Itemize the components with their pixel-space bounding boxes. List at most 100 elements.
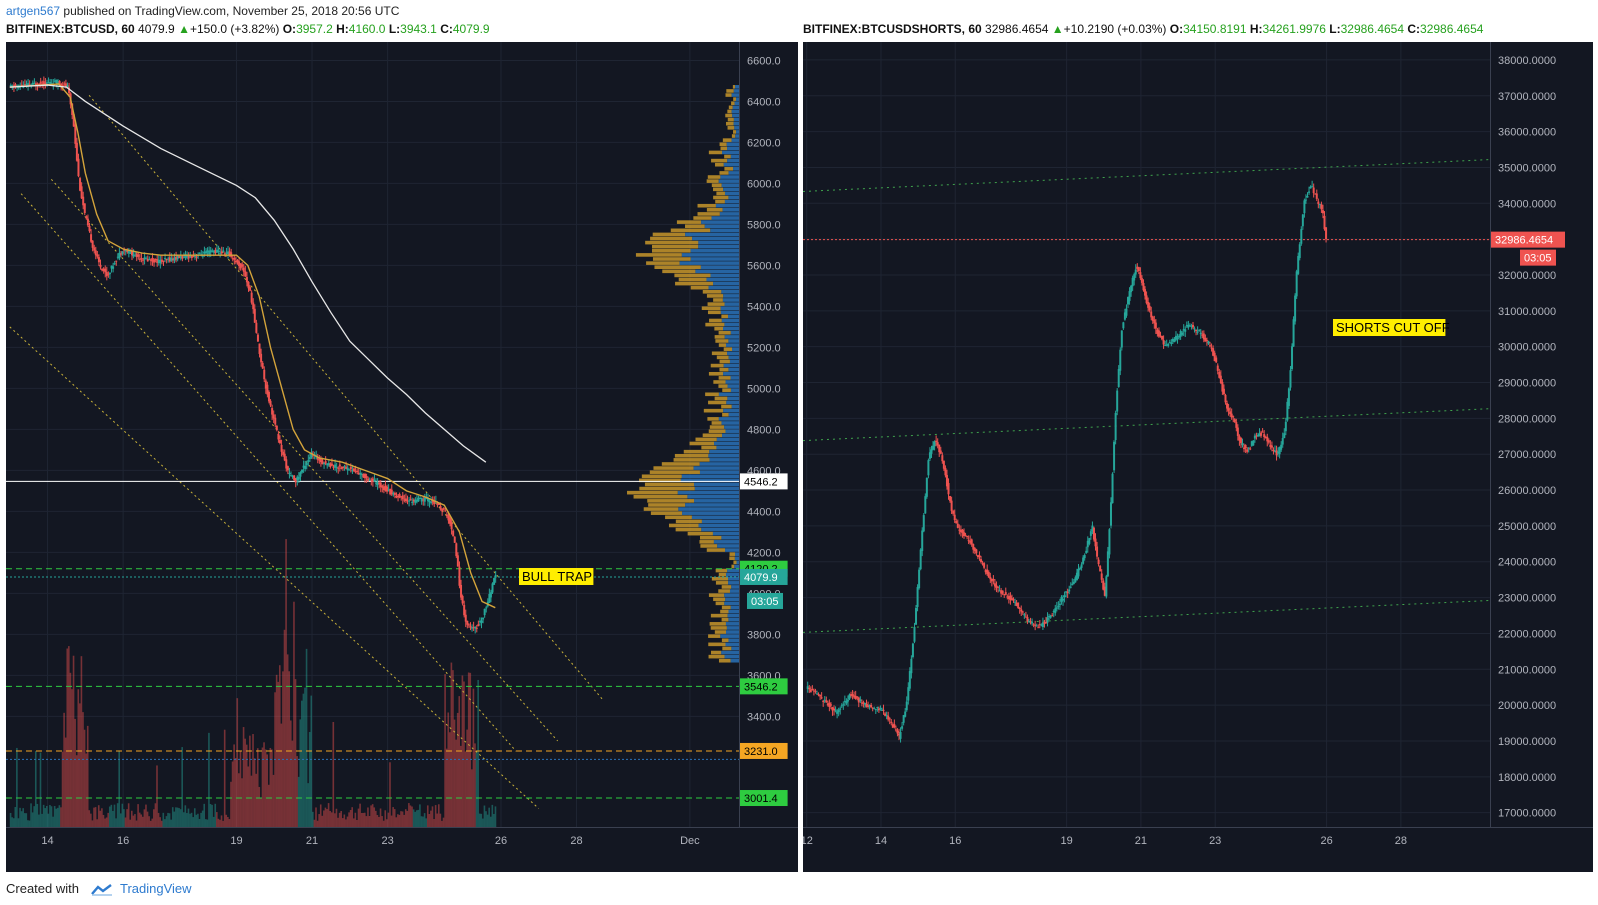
left-candle-body [249, 287, 252, 291]
left-vp-bar-up [691, 515, 739, 520]
left-candle-body [449, 517, 452, 524]
left-candle-body [378, 482, 381, 484]
right-candle-body [1145, 295, 1148, 304]
right-candle-body [939, 450, 942, 454]
right-candle-body [1167, 343, 1170, 346]
right-o-label: O: [1169, 22, 1184, 36]
left-symbol[interactable]: BITFINEX:BTCUSD, 60 [6, 22, 135, 36]
left-x-tick-label: 14 [41, 835, 53, 847]
right-candle-body [1320, 204, 1323, 210]
left-volume-bar [493, 813, 495, 827]
btcusdshorts-chart-panel[interactable]: 17000.0000 18000.0000 19000.0000 20000.0000… [801, 42, 1593, 872]
right-candle-body [1294, 295, 1297, 322]
left-vp-bar-up [728, 412, 739, 417]
left-vp-bar-up [693, 482, 739, 487]
left-vp-bar-up [726, 626, 739, 630]
right-candle-body [848, 694, 851, 700]
left-volume-bar [408, 803, 410, 827]
left-candle-body [225, 252, 228, 254]
right-change: +10.2190 (+0.03%) [1063, 22, 1167, 36]
right-candle-body [1009, 595, 1012, 600]
left-candle-body [27, 83, 30, 87]
left-vp-bar-down [702, 290, 722, 294]
left-volume-bar [414, 811, 416, 827]
left-volume-bar [216, 812, 218, 827]
left-candle-body [425, 497, 428, 499]
left-vp-bar-down [715, 568, 728, 573]
right-candle-body [899, 731, 902, 739]
left-candle-body [23, 84, 26, 86]
left-candle-body [61, 85, 64, 87]
right-symbol[interactable]: BITFINEX:BTCUSDSHORTS, 60 [803, 22, 982, 36]
right-candle-body [831, 707, 834, 711]
left-candle-body [282, 451, 285, 455]
left-vp-bar-up [733, 121, 739, 126]
left-volume-bar [195, 814, 198, 827]
left-volume-bar [422, 816, 424, 827]
author-link[interactable]: artgen567 [6, 4, 61, 18]
left-volume-bar [28, 820, 31, 827]
right-candle-body [1202, 333, 1205, 340]
left-volume-bar [91, 820, 94, 827]
left-volume-bar [99, 810, 102, 827]
right-candle-body [860, 702, 863, 704]
left-volume-bar [338, 812, 341, 827]
left-candle-body [489, 592, 492, 598]
left-candle-body [203, 251, 206, 254]
right-candle-body [1314, 193, 1317, 195]
left-vp-bar-up [721, 650, 739, 655]
right-candle-body [836, 711, 839, 714]
left-volume-bar [332, 722, 335, 827]
right-candle-body [1105, 576, 1108, 597]
tradingview-link[interactable]: TradingView [120, 881, 192, 896]
left-candle-body [450, 522, 453, 530]
left-vp-bar-up [685, 503, 739, 507]
right-candle-body [942, 460, 945, 469]
left-vp-bar-down [711, 421, 722, 425]
right-candle-body [1233, 419, 1236, 423]
left-vp-bar-up [720, 306, 739, 310]
left-vp-bar-down [707, 417, 719, 421]
left-volume-bar [258, 786, 261, 827]
left-volume-bar [278, 665, 281, 827]
right-candle-body [891, 724, 894, 728]
left-vp-bar-up [728, 581, 739, 585]
right-candle-body [947, 483, 950, 495]
left-volume-bar [458, 696, 461, 827]
right-candle-body [952, 510, 955, 514]
right-candle-body [1230, 413, 1233, 418]
left-volume-bar [247, 766, 250, 827]
left-vp-bar-down [639, 486, 695, 491]
left-volume-bar [428, 813, 431, 827]
right-candle-body [953, 514, 956, 521]
left-vp-bar-up [724, 322, 739, 327]
left-vp-bar-up [730, 330, 739, 335]
btcusd-chart[interactable]: 3400.03600.03800.04000.04200.04400.04600… [6, 42, 798, 872]
right-candle-body [1269, 444, 1272, 447]
left-volume-bar [368, 815, 371, 827]
left-ma-slow [9, 84, 487, 463]
left-volume-bar [489, 816, 492, 827]
right-candle-body [1187, 324, 1190, 328]
left-volume-bar [44, 808, 47, 827]
left-vp-bar-up [728, 355, 739, 360]
right-y-tick-label: 23000.0000 [1498, 593, 1556, 605]
left-change: +150.0 (+3.82%) [189, 22, 280, 36]
left-volume-bar [193, 808, 196, 827]
left-candle-body [33, 83, 36, 85]
right-candle-body [1221, 381, 1224, 392]
left-candle-body [74, 124, 77, 144]
right-candle-body [853, 695, 856, 698]
right-candle-body [901, 726, 904, 729]
left-vp-bar-down [675, 281, 714, 286]
left-volume-bar [444, 674, 446, 827]
right-candle-body [950, 500, 953, 511]
left-vp-bar-up [736, 130, 739, 134]
left-volume-bar [233, 744, 235, 827]
left-candle-body [211, 250, 214, 252]
btcusdshorts-chart[interactable]: 17000.0000 18000.0000 19000.0000 20000.0000… [801, 42, 1593, 872]
right-candle-body [1116, 390, 1119, 412]
right-candle-body [1086, 540, 1089, 548]
left-volume-bar [445, 748, 448, 827]
btcusd-chart-panel[interactable]: 3400.03600.03800.04000.04200.04400.04600… [6, 42, 798, 872]
